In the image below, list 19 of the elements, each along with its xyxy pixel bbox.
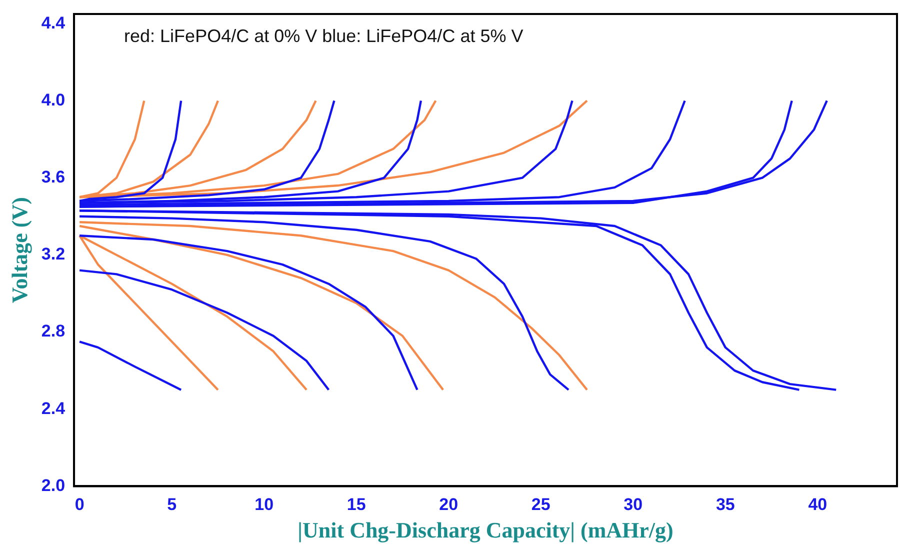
x-tick-label: 15 (346, 495, 366, 514)
x-tick-label: 30 (624, 495, 643, 514)
x-tick-label: 25 (531, 495, 550, 514)
x-tick-label: 5 (167, 495, 177, 514)
annotation: red: LiFePO4/C at 0% V blue: LiFePO4/C at 5% V (124, 26, 524, 46)
y-tick-label: 4.4 (41, 13, 66, 32)
x-axis-title: |Unit Chg-Discharg Capacity| (mAHr/g) (298, 517, 674, 542)
y-tick-label: 2.4 (41, 398, 66, 418)
y-tick-label: 2.0 (41, 476, 66, 495)
x-tick-label: 35 (716, 495, 735, 514)
x-tick-label: 0 (74, 495, 84, 514)
y-tick-label: 3.6 (41, 168, 66, 187)
x-tick-label: 40 (808, 495, 828, 514)
y-tick-label: 3.2 (41, 244, 66, 264)
y-tick-label: 2.8 (41, 322, 66, 341)
y-tick-label: 4.0 (41, 90, 66, 110)
x-tick-label: 20 (439, 495, 458, 514)
y-axis-title: Voltage (V) (6, 197, 32, 304)
x-tick-label: 10 (254, 495, 274, 514)
